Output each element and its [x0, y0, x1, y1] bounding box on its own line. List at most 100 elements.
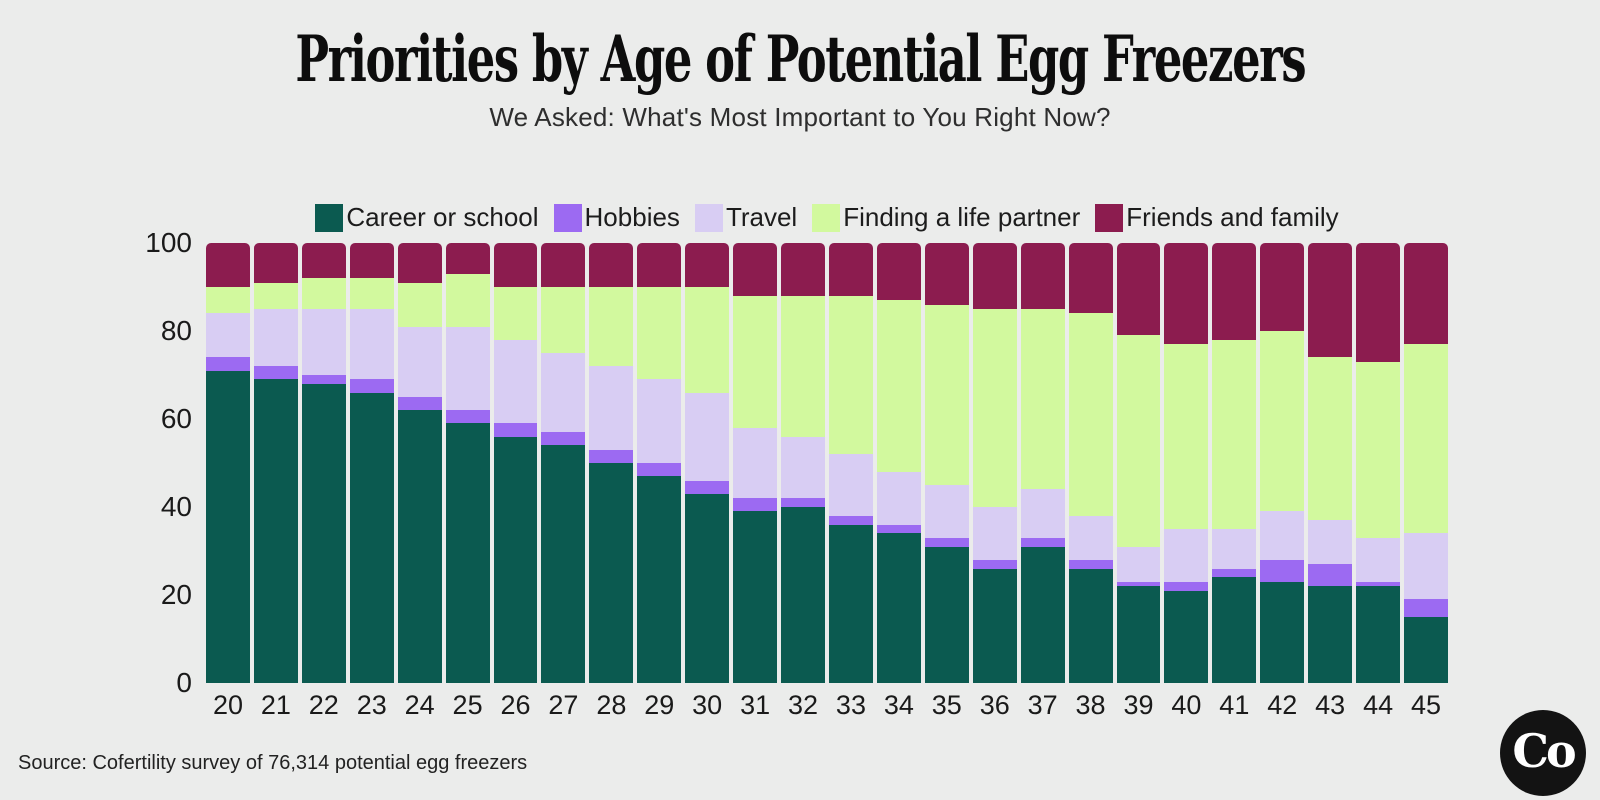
bar-segment-friends-and-family-age-43	[1308, 243, 1353, 358]
page-title: Priorities by Age of Potential Egg Freez…	[0, 22, 1600, 97]
x-tick-label-42: 42	[1267, 690, 1298, 720]
bar-segment-career-or-school-age-34	[876, 533, 921, 683]
bar-segment-career-or-school-age-45	[1404, 617, 1448, 683]
bar-segment-hobbies-age-24	[397, 397, 442, 411]
bar-age-26	[493, 243, 538, 683]
bar-segment-finding-a-life-partner-age-31	[733, 295, 778, 428]
bar-segment-friends-and-family-age-44	[1356, 243, 1401, 362]
x-tick-label-39: 39	[1123, 690, 1154, 720]
bar-segment-friends-and-family-age-39	[1116, 243, 1161, 336]
bar-segment-travel-age-31	[733, 427, 778, 499]
x-tick-label-22: 22	[308, 690, 339, 720]
bar-segment-career-or-school-age-30	[685, 493, 730, 683]
bar-segment-travel-age-38	[1068, 515, 1113, 560]
bar-segment-travel-age-44	[1356, 537, 1401, 582]
bar-segment-hobbies-age-36	[972, 559, 1017, 569]
bar-segment-travel-age-30	[685, 392, 730, 481]
bar-segment-travel-age-43	[1308, 520, 1353, 565]
bar-segment-career-or-school-age-22	[301, 383, 346, 683]
bar-segment-career-or-school-age-36	[972, 568, 1017, 683]
bar-segment-friends-and-family-age-31	[733, 243, 778, 296]
bar-segment-career-or-school-age-43	[1308, 586, 1353, 683]
bar-segment-hobbies-age-44	[1356, 581, 1401, 587]
y-tick-label-100: 100	[145, 227, 192, 258]
plot-area	[206, 243, 1448, 683]
bar-segment-career-or-school-age-32	[781, 507, 825, 683]
bar-segment-travel-age-26	[493, 339, 538, 424]
bar-segment-travel-age-36	[972, 507, 1017, 560]
bar-segment-finding-a-life-partner-age-36	[972, 309, 1017, 508]
bar-segment-career-or-school-age-25	[445, 423, 490, 683]
bar-age-29	[637, 243, 682, 683]
x-tick-label-45: 45	[1410, 690, 1442, 720]
bar-segment-travel-age-24	[397, 326, 442, 398]
bar-segment-friends-and-family-age-26	[493, 243, 538, 288]
bar-segment-finding-a-life-partner-age-44	[1356, 361, 1401, 538]
bar-segment-hobbies-age-23	[349, 379, 394, 393]
bar-age-32	[781, 243, 825, 683]
legend-label: Career or school	[346, 202, 539, 232]
bar-age-36	[972, 243, 1017, 683]
x-tick-label-44: 44	[1363, 690, 1394, 720]
y-tick-label-80: 80	[160, 315, 192, 346]
bar-segment-friends-and-family-age-21	[253, 243, 298, 283]
bar-segment-hobbies-age-31	[733, 498, 778, 512]
y-tick-label-0: 0	[176, 667, 192, 698]
bar-segment-travel-age-37	[1020, 489, 1065, 538]
bar-segment-friends-and-family-age-38	[1068, 243, 1113, 314]
chart-subtitle: We Asked: What's Most Important to You R…	[489, 102, 1111, 132]
bar-segment-travel-age-39	[1116, 546, 1161, 582]
bar-age-22	[301, 243, 346, 683]
bar-segment-finding-a-life-partner-age-28	[589, 287, 634, 367]
bar-age-42	[1260, 243, 1305, 683]
bar-segment-hobbies-age-35	[924, 537, 969, 547]
bar-segment-friends-and-family-age-32	[781, 243, 825, 296]
bar-segment-friends-and-family-age-33	[828, 243, 873, 296]
bar-segment-finding-a-life-partner-age-22	[301, 278, 346, 310]
bar-segment-hobbies-age-42	[1260, 559, 1305, 582]
bar-segment-travel-age-42	[1260, 511, 1305, 560]
bar-segment-finding-a-life-partner-age-42	[1260, 331, 1305, 512]
x-tick-label-24: 24	[404, 690, 435, 720]
bar-segment-career-or-school-age-27	[541, 445, 586, 683]
bar-segment-travel-age-45	[1404, 533, 1448, 600]
legend-swatch-career-or-school	[315, 203, 344, 232]
bar-segment-career-or-school-age-42	[1260, 581, 1305, 683]
bar-age-39	[1116, 243, 1161, 683]
bar-segment-friends-and-family-age-29	[637, 243, 682, 288]
bar-segment-finding-a-life-partner-age-38	[1068, 313, 1113, 516]
legend-swatch-finding-a-life-partner	[812, 203, 841, 232]
bar-age-23	[349, 243, 394, 683]
bar-segment-career-or-school-age-28	[589, 463, 634, 683]
bar-age-28	[589, 243, 634, 683]
legend-label: Friends and family	[1126, 202, 1339, 232]
bar-age-21	[253, 243, 298, 683]
bar-segment-hobbies-age-43	[1308, 564, 1353, 587]
bar-segment-travel-age-21	[253, 309, 298, 367]
bar-segment-friends-and-family-age-30	[685, 243, 730, 288]
x-tick-label-34: 34	[883, 690, 914, 720]
source-note: Source: Cofertility survey of 76,314 pot…	[18, 752, 528, 774]
bar-age-27	[541, 243, 586, 683]
bar-age-38	[1068, 243, 1113, 683]
bar-segment-finding-a-life-partner-age-40	[1164, 344, 1209, 530]
bar-segment-career-or-school-age-44	[1356, 586, 1401, 683]
bar-age-33	[828, 243, 873, 683]
bar-segment-friends-and-family-age-20	[206, 243, 250, 288]
bar-segment-hobbies-age-39	[1116, 581, 1161, 587]
bar-age-31	[733, 243, 778, 683]
bar-segment-hobbies-age-25	[445, 410, 490, 424]
bar-segment-hobbies-age-33	[828, 515, 873, 525]
bar-segment-hobbies-age-21	[253, 366, 298, 380]
bar-segment-travel-age-23	[349, 309, 394, 380]
bar-age-43	[1308, 243, 1353, 683]
page-title-text: Priorities by Age of Potential Egg Freez…	[295, 22, 1306, 97]
bar-segment-career-or-school-age-41	[1212, 577, 1257, 683]
cofertility-logo-text: Co	[1512, 724, 1576, 778]
bar-segment-travel-age-25	[445, 326, 490, 411]
bar-segment-career-or-school-age-20	[206, 370, 250, 683]
bar-segment-hobbies-age-29	[637, 463, 682, 477]
bar-segment-travel-age-29	[637, 379, 682, 464]
bar-segment-friends-and-family-age-22	[301, 243, 346, 279]
bar-segment-hobbies-age-41	[1212, 568, 1257, 578]
